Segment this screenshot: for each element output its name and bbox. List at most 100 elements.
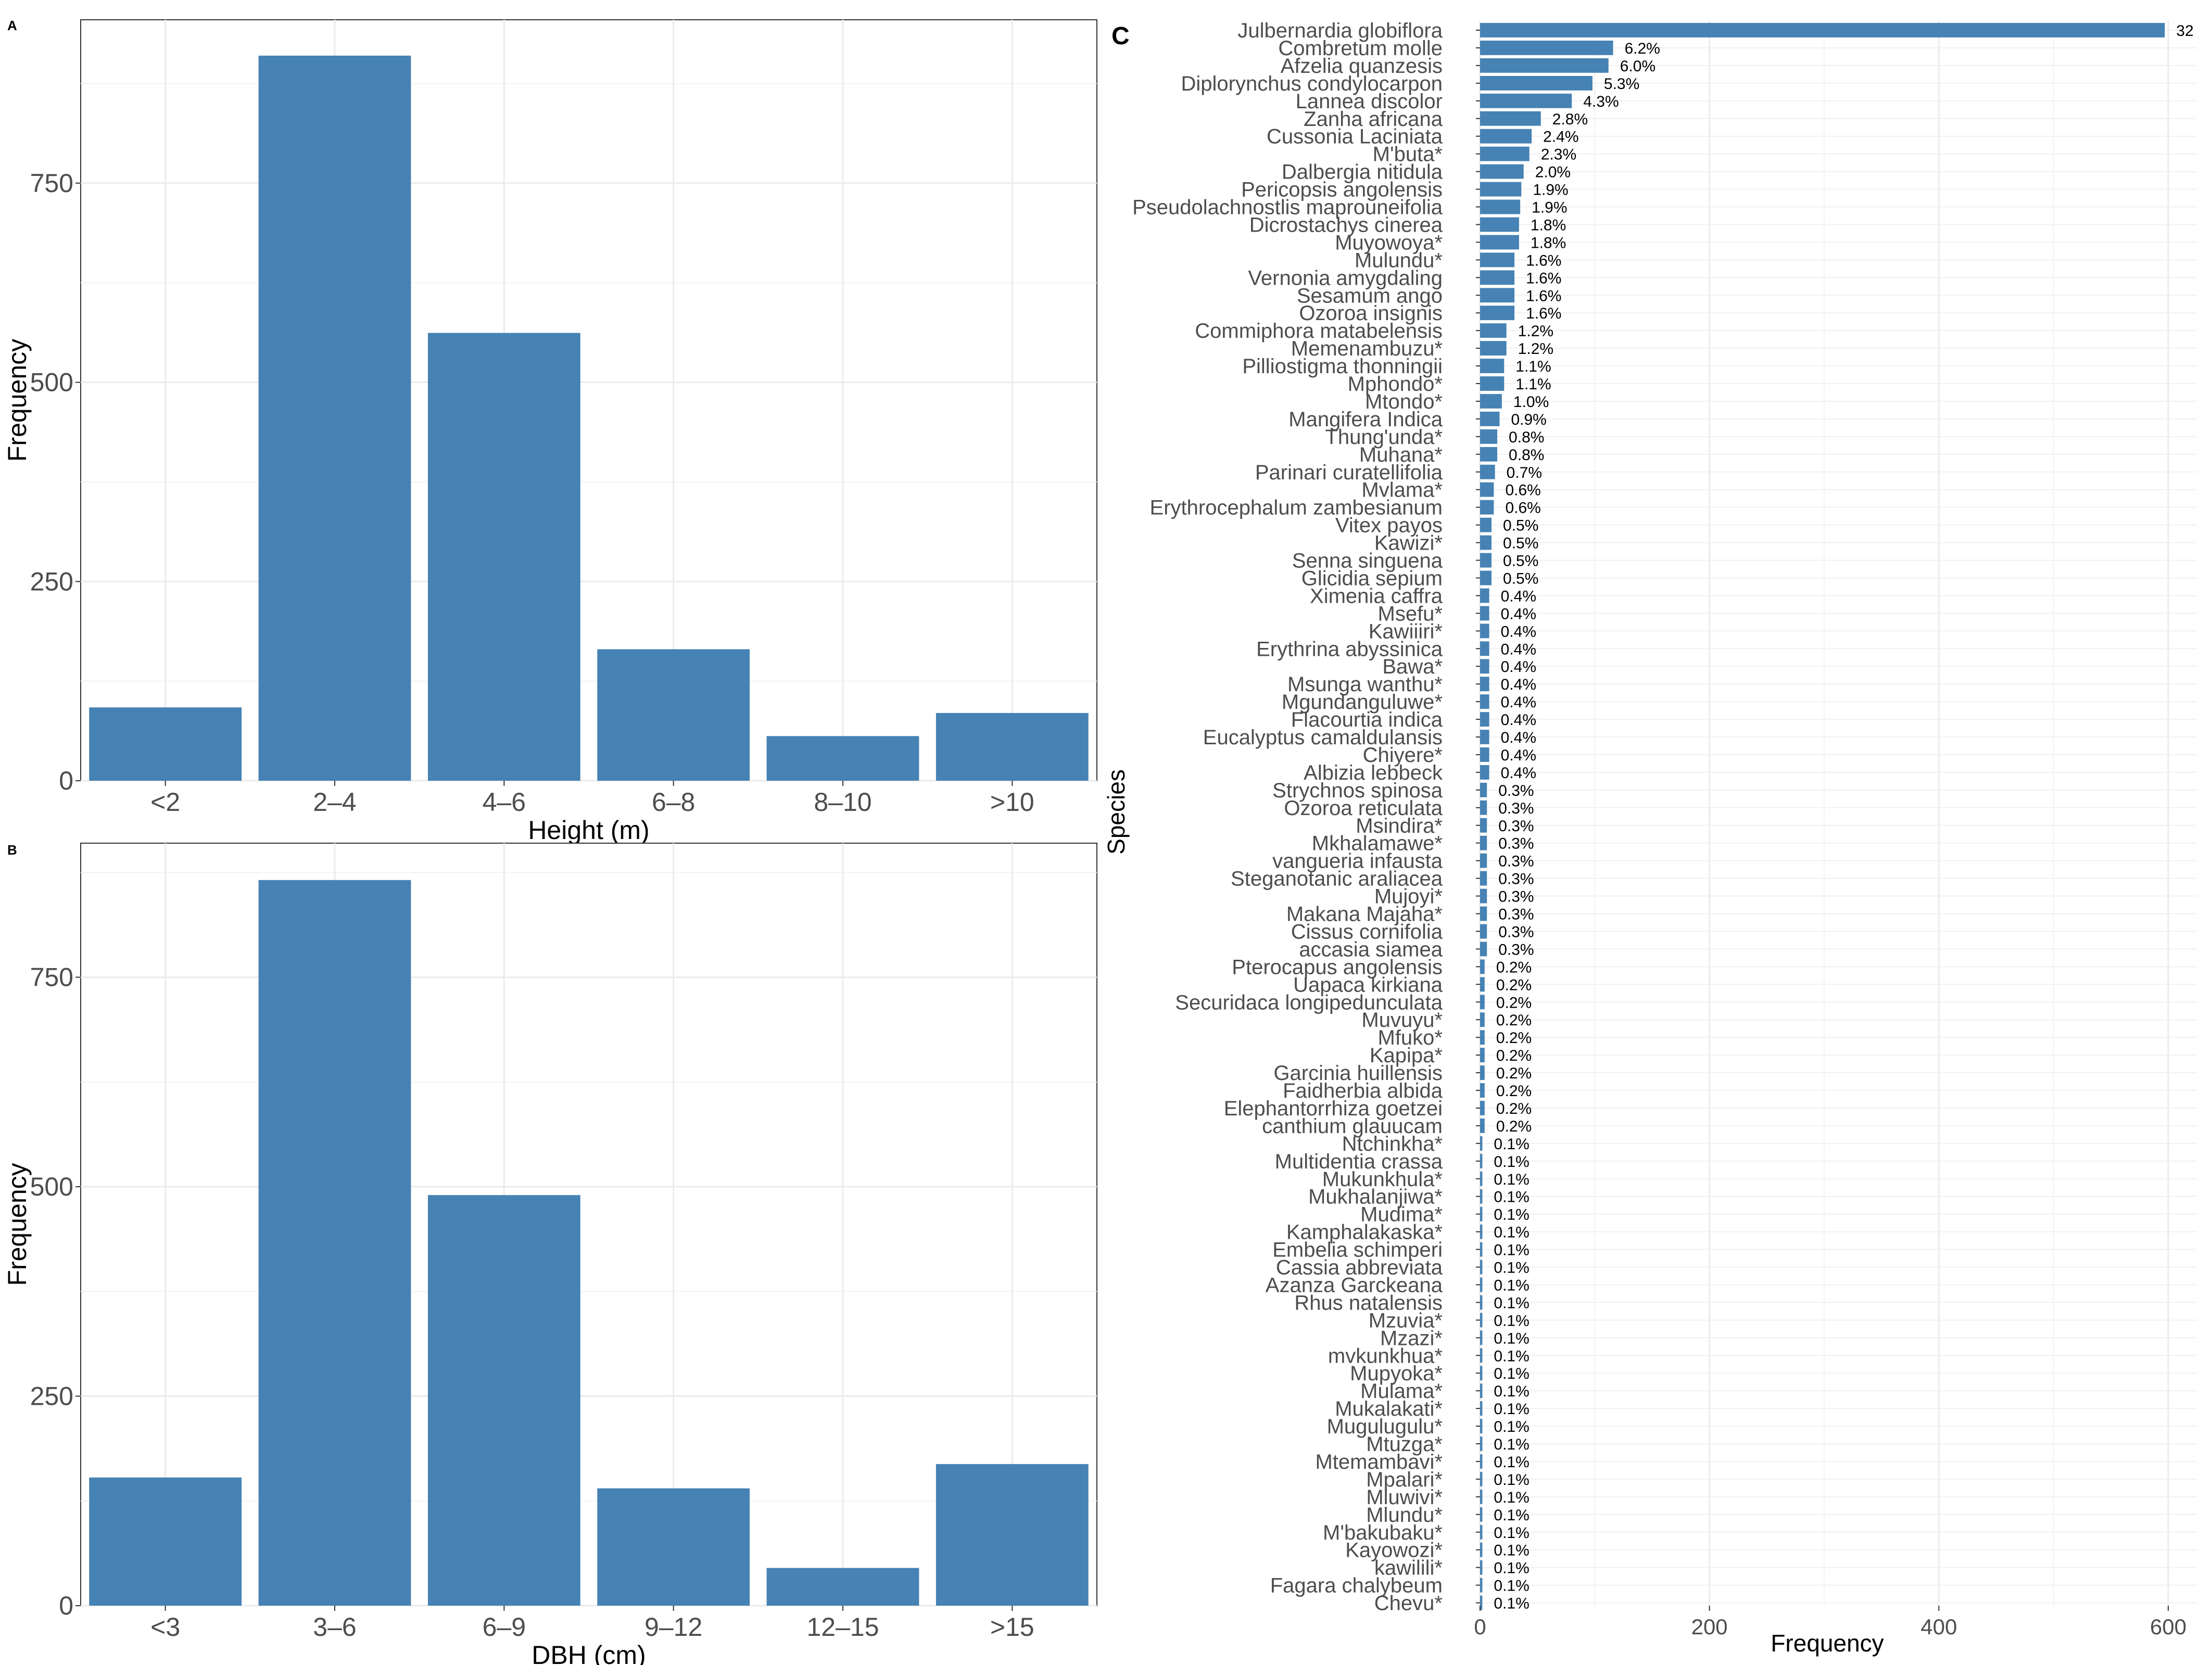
bar xyxy=(1480,694,1489,709)
data-label: 0.4% xyxy=(1501,588,1536,605)
data-label: 0.1% xyxy=(1494,1454,1529,1471)
species-label: Msefu* xyxy=(1378,602,1443,625)
species-label: Pericopsis angolensis xyxy=(1241,179,1443,201)
bar xyxy=(1480,1136,1483,1151)
species-label: Combretum molle xyxy=(1278,37,1443,60)
bar xyxy=(1480,306,1515,321)
data-label: 6.0% xyxy=(1620,58,1655,75)
data-label: 0.1% xyxy=(1494,1507,1529,1524)
data-label: 0.6% xyxy=(1505,500,1540,517)
bar xyxy=(1480,1578,1483,1593)
bar xyxy=(1480,164,1524,179)
data-label: 0.1% xyxy=(1494,1242,1529,1259)
bar xyxy=(597,649,750,781)
bar xyxy=(1480,1224,1483,1239)
species-label: Muvuyu* xyxy=(1361,1009,1443,1032)
bar xyxy=(89,707,242,781)
x-tick-label: 200 xyxy=(1691,1615,1728,1639)
bar xyxy=(1480,359,1505,373)
bar xyxy=(1480,23,2165,37)
species-label: mvkunkhua* xyxy=(1328,1344,1443,1367)
data-label: 0.5% xyxy=(1503,535,1538,552)
data-label: 0.1% xyxy=(1494,1136,1529,1153)
data-label: 5.3% xyxy=(1604,75,1639,93)
data-label: 4.3% xyxy=(1583,93,1619,110)
data-label: 0.8% xyxy=(1509,429,1544,446)
bar xyxy=(1480,1366,1483,1381)
bar xyxy=(1480,1348,1483,1363)
y-tick-label: 750 xyxy=(30,169,73,198)
data-label: 0.2% xyxy=(1496,1065,1532,1082)
data-label: 0.5% xyxy=(1503,570,1538,587)
data-label: 0.4% xyxy=(1501,765,1536,782)
species-label: Mzuvia* xyxy=(1369,1309,1443,1332)
panel-label: C xyxy=(1111,22,1130,50)
data-label: 0.1% xyxy=(1494,1171,1529,1188)
bar xyxy=(1480,288,1515,303)
species-label: Pseudolachnostlis maprouneifolia xyxy=(1132,196,1443,219)
bar xyxy=(1480,1118,1485,1133)
data-label: 0.4% xyxy=(1501,623,1536,640)
bar xyxy=(1480,199,1521,214)
species-label: Commiphora matabelensis xyxy=(1195,320,1443,342)
data-label: 0.1% xyxy=(1494,1260,1529,1277)
bar xyxy=(1480,323,1507,338)
species-label: Afzelia quanzesis xyxy=(1281,55,1443,78)
species-label: Julbernardia globiflora xyxy=(1237,19,1443,42)
bar xyxy=(1480,429,1498,444)
data-label: 0.7% xyxy=(1507,464,1542,481)
bar xyxy=(1480,1489,1483,1504)
bar xyxy=(1480,1206,1483,1222)
bar xyxy=(1480,553,1492,568)
x-tick-label: 4–6 xyxy=(483,787,526,817)
data-label: 0.1% xyxy=(1494,1383,1529,1400)
data-label: 2.4% xyxy=(1543,129,1578,146)
species-label: Vitex payos xyxy=(1335,514,1443,537)
bar xyxy=(1480,1153,1483,1168)
data-label: 0.1% xyxy=(1494,1189,1529,1206)
bar xyxy=(1480,1437,1483,1451)
x-tick-label: <3 xyxy=(150,1612,180,1642)
x-tick-label: 6–9 xyxy=(483,1612,526,1642)
bar xyxy=(1480,1383,1483,1399)
species-label: M'buta* xyxy=(1373,143,1443,166)
bar xyxy=(1480,252,1515,268)
bar xyxy=(1480,500,1494,515)
bar xyxy=(1480,1507,1483,1522)
x-tick-label: 8–10 xyxy=(814,787,871,817)
species-label: kawilili* xyxy=(1374,1557,1443,1580)
species-label: Mukhalanjiwa* xyxy=(1308,1186,1443,1209)
data-label: 0.1% xyxy=(1494,1542,1529,1559)
data-label: 2.8% xyxy=(1552,111,1588,128)
species-label: Parinari curatellifolia xyxy=(1255,461,1443,484)
bar xyxy=(1480,888,1487,904)
data-label: 0.1% xyxy=(1494,1312,1529,1329)
data-label: 0.1% xyxy=(1494,1418,1529,1435)
y-tick-label: 250 xyxy=(30,1382,73,1411)
bar xyxy=(1480,129,1532,144)
species-label: Dicrostachys cinerea xyxy=(1249,213,1443,236)
plot-panel xyxy=(80,843,1097,1606)
data-label: 0.4% xyxy=(1501,658,1536,676)
x-axis-title: Frequency xyxy=(1771,1630,1884,1657)
bar xyxy=(1480,1012,1485,1027)
bar xyxy=(1480,1295,1483,1310)
bar xyxy=(1480,1330,1483,1345)
bar xyxy=(1480,1595,1483,1610)
bar xyxy=(258,880,411,1606)
x-tick-label: 0 xyxy=(1474,1615,1486,1639)
species-label: Pterocapus angolensis xyxy=(1232,956,1443,978)
bar xyxy=(1480,765,1489,780)
data-label: 0.3% xyxy=(1498,888,1534,906)
species-label: Thung'unda* xyxy=(1325,426,1443,449)
bar xyxy=(1480,75,1592,91)
data-label: 0.4% xyxy=(1501,694,1536,711)
species-label: Mulama* xyxy=(1360,1380,1443,1403)
data-label: 1.1% xyxy=(1515,358,1551,375)
bar xyxy=(1480,270,1515,285)
data-label: 0.6% xyxy=(1505,482,1540,499)
data-label: 0.2% xyxy=(1496,1029,1532,1047)
data-label: 0.1% xyxy=(1494,1153,1529,1171)
panel-a-chart: 0 250 500 750 <2 2–4 4–6 6–8 8–10 >10 Height (m) Fr… xyxy=(3,18,1097,845)
